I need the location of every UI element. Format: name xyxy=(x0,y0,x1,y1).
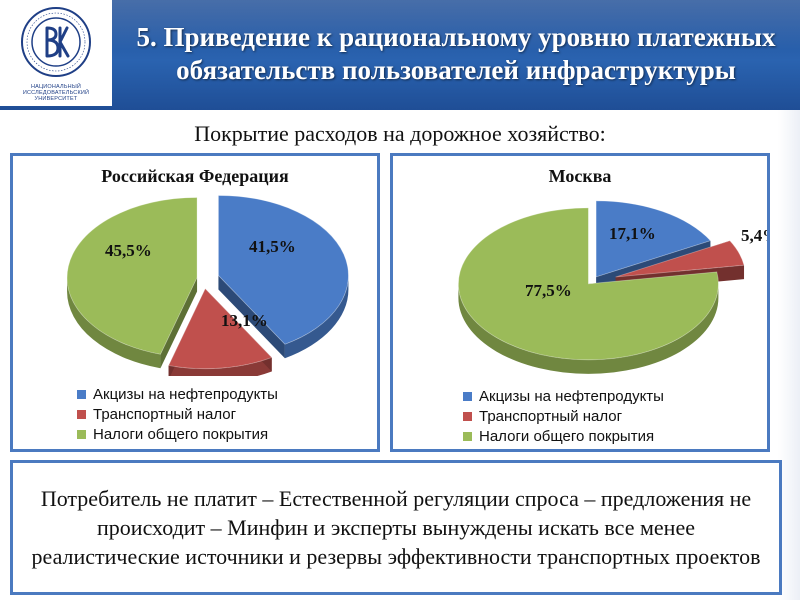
legend-label-excise: Акцизы на нефтепродукты xyxy=(93,385,278,403)
pie-data-label: 13,1% xyxy=(221,311,268,330)
pie-slice xyxy=(615,240,745,278)
legend-swatch-excise xyxy=(77,389,86,399)
legend-item: Транспортный налог xyxy=(77,404,278,424)
legend-label-transport: Транспортный налог xyxy=(93,405,237,423)
header-shine xyxy=(0,0,800,110)
legend-swatch-general xyxy=(77,429,86,439)
pie-slice xyxy=(458,207,719,361)
pie-slice-edge xyxy=(218,275,285,359)
pie-chart-rf: 41,5% 13,1% 45,5% xyxy=(66,195,349,376)
legend-label-transport: Транспортный налог xyxy=(479,407,623,425)
logo-caption: НАЦИОНАЛЬНЫЙ ИССЛЕДОВАТЕЛЬСКИЙ УНИВЕРСИТ… xyxy=(22,84,90,102)
chart-subtitle: Покрытие расходов на дорожное хозяйство: xyxy=(194,121,606,146)
pie-slice-wall xyxy=(458,283,719,374)
chart-title-rf: Российская Федерация xyxy=(101,166,289,186)
legend-item: Транспортный налог xyxy=(463,406,664,426)
legend-label-general: Налоги общего покрытия xyxy=(93,425,269,443)
chart-title-moscow: Москва xyxy=(548,166,612,186)
pie-slice-wall xyxy=(67,277,161,369)
pie-data-label: 45,5% xyxy=(105,241,152,260)
pie-slice xyxy=(218,195,349,345)
pie-data-label: 5,4% xyxy=(741,226,767,245)
legend-item: Акцизы на нефтепродукты xyxy=(77,384,278,404)
pie-data-label: 77,5% xyxy=(525,281,572,300)
chart-panel-rf: Российская Федерация 41,5% 13,1% 45,5% Акц… xyxy=(10,153,380,452)
logo-emblem-icon xyxy=(21,7,91,77)
legend-label-general: Налоги общего покрытия xyxy=(479,427,655,445)
page-title: 5. Приведение к рациональному уровню пла… xyxy=(136,22,776,85)
pie-data-label: 41,5% xyxy=(249,237,296,256)
pie-data-label: 17,1% xyxy=(609,224,656,243)
legend-moscow: Акцизы на нефтепродукты Транспортный нал… xyxy=(463,386,664,446)
legend-item: Налоги общего покрытия xyxy=(463,426,664,446)
pie-slice-edge xyxy=(160,277,198,369)
pie-slice xyxy=(66,197,198,355)
legend-rf: Акцизы на нефтепродукты Транспортный нал… xyxy=(77,384,278,444)
university-logo: НАЦИОНАЛЬНЫЙ ИССЛЕДОВАТЕЛЬСКИЙ УНИВЕРСИТ… xyxy=(0,0,112,106)
legend-swatch-excise xyxy=(463,391,472,401)
header-band: НАЦИОНАЛЬНЫЙ ИССЛЕДОВАТЕЛЬСКИЙ УНИВЕРСИТ… xyxy=(0,0,800,110)
legend-item: Налоги общего покрытия xyxy=(77,424,278,444)
pie-slice xyxy=(595,200,712,278)
side-decoration xyxy=(778,110,800,600)
legend-swatch-transport xyxy=(77,409,86,419)
pie-chart-moscow: 17,1% 5,4% 77,5% xyxy=(458,200,767,374)
legend-item: Акцизы на нефтепродукты xyxy=(463,386,664,406)
legend-swatch-general xyxy=(463,431,472,441)
pie-slice xyxy=(168,288,273,370)
chart-panel-moscow: Москва 17,1% 5,4% 77,5% Акцизы на нефтепро… xyxy=(390,153,770,452)
legend-label-excise: Акцизы на нефтепродукты xyxy=(479,387,664,405)
pie-slice-wall xyxy=(168,357,272,376)
legend-swatch-transport xyxy=(463,411,472,421)
conclusion-box: Потребитель не платит – Естественной рег… xyxy=(10,460,782,595)
conclusion-text: Потребитель не платит – Естественной рег… xyxy=(31,486,761,569)
pie-slice-wall xyxy=(284,275,349,359)
